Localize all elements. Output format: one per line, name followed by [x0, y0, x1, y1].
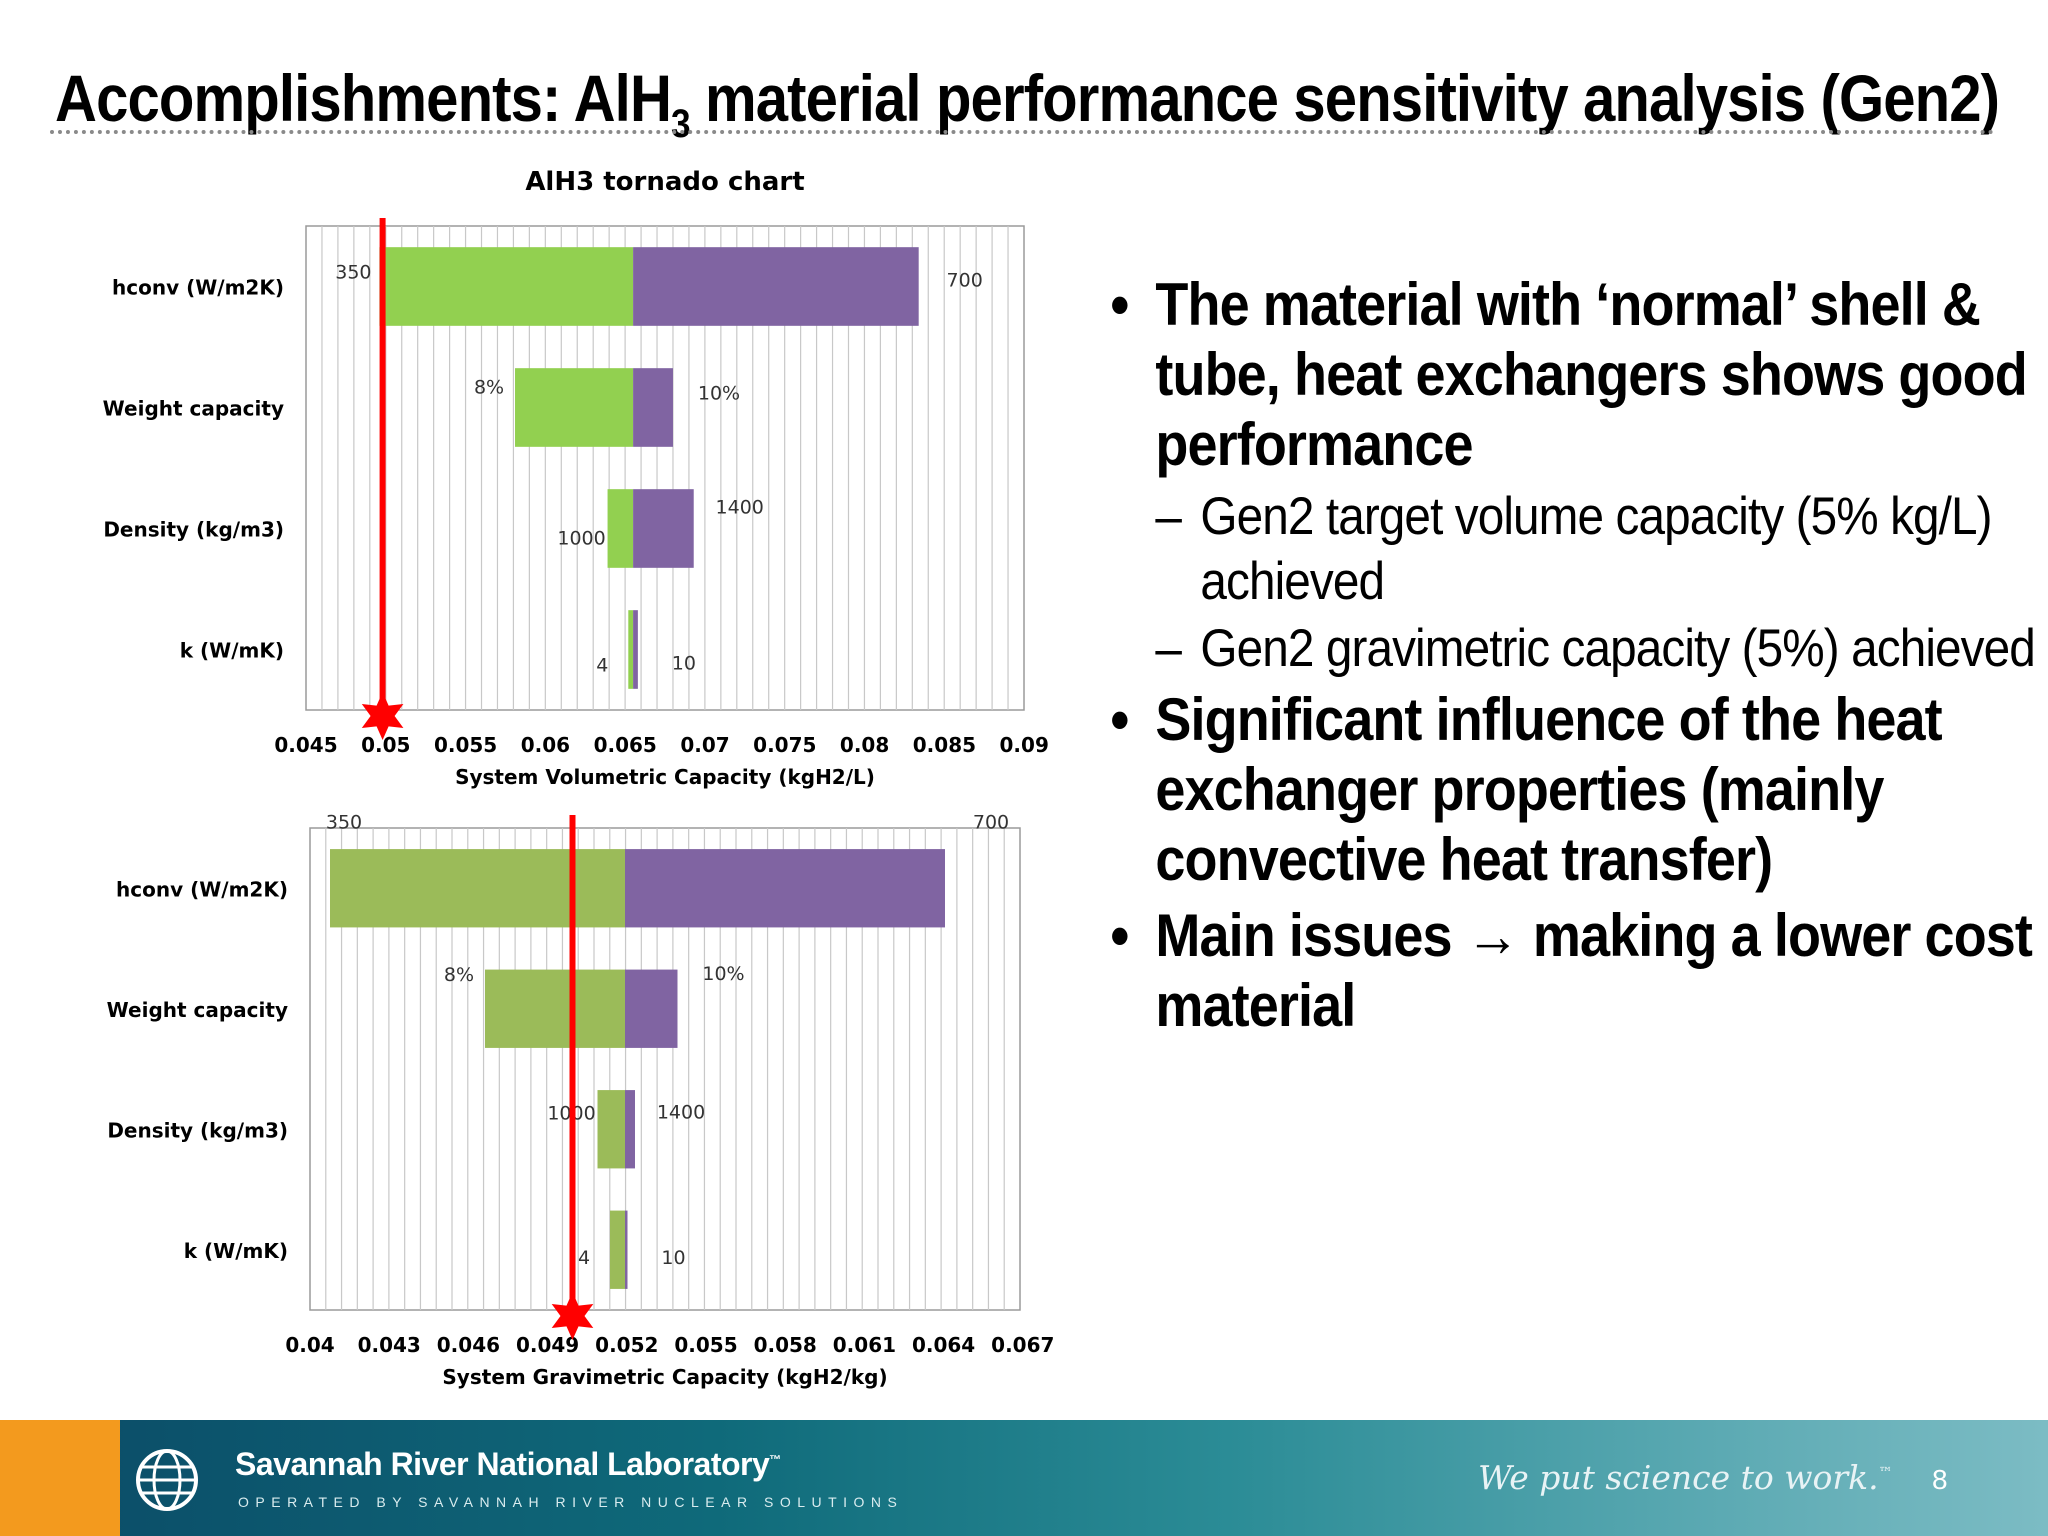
high-value-label: 700 — [973, 811, 1009, 833]
bar-low — [607, 489, 634, 568]
reference-star-marker — [361, 692, 404, 740]
bar-low — [610, 1210, 625, 1289]
bullet-item: • Significant influence of the heat excha… — [1105, 685, 2048, 895]
x-tick-label: 0.055 — [434, 733, 497, 757]
x-tick-label: 0.052 — [595, 1333, 658, 1357]
sub-bullet-dash: – — [1155, 619, 1182, 678]
low-value-label: 1000 — [557, 528, 605, 550]
slide-title: Accomplishments: AlH3 material performan… — [55, 52, 2000, 146]
x-tick-label: 0.085 — [913, 733, 976, 757]
bullet-dot: • — [1110, 686, 1129, 753]
bar-low — [330, 849, 625, 928]
category-label: Density (kg/m3) — [103, 518, 284, 542]
bullet-item: • Main issues → making a lower cost mater… — [1105, 901, 2048, 1041]
x-tick-label: 0.075 — [753, 733, 816, 757]
bar-high — [625, 1090, 635, 1169]
x-tick-label: 0.07 — [680, 733, 729, 757]
bar-high — [633, 610, 638, 689]
bar-high — [625, 849, 945, 928]
bullet-item: • The material with ‘normal’ shell & tube… — [1105, 270, 2048, 480]
bar-high — [625, 969, 678, 1048]
x-tick-label: 0.04 — [285, 1333, 334, 1357]
lab-operator: OPERATED BY SAVANNAH RIVER NUCLEAR SOLUT… — [238, 1494, 904, 1510]
title-text: Accomplishments: AlH — [55, 61, 672, 135]
bullet-dot: • — [1110, 902, 1129, 969]
high-value-label: 1400 — [657, 1101, 705, 1123]
x-tick-label: 0.09 — [1000, 733, 1049, 757]
x-tick-label: 0.045 — [274, 733, 337, 757]
x-tick-label: 0.043 — [358, 1333, 421, 1357]
x-tick-label: 0.061 — [833, 1333, 896, 1357]
x-tick-label: 0.067 — [991, 1333, 1054, 1357]
low-value-label: 8% — [474, 377, 504, 399]
category-label: hconv (W/m2K) — [116, 877, 288, 901]
footer-banner: Savannah River National Laboratory™ OPER… — [0, 1420, 2048, 1536]
lab-name: Savannah River National Laboratory™ — [235, 1446, 781, 1482]
high-value-label: 10 — [672, 653, 696, 675]
x-tick-label: 0.058 — [754, 1333, 817, 1357]
category-label: k (W/mK) — [184, 1239, 288, 1263]
volumetric-tornado-chart: AlH3 tornado chart hconv (W/m2K) 350 700 Wei… — [103, 167, 1049, 789]
sub-bullet-text: Gen2 target volume capacity (5% kg/L) ac… — [1200, 487, 1992, 611]
category-label: Weight capacity — [107, 998, 288, 1022]
sub-bullet-item: – Gen2 gravimetric capacity (5%) achieved — [1105, 616, 2048, 681]
page-number: 8 — [1932, 1464, 1948, 1495]
sub-bullet-item: – Gen2 target volume capacity (5% kg/L) a… — [1105, 484, 2048, 614]
high-value-label: 10% — [698, 383, 740, 405]
bullet-text: Main issues → making a lower cost materi… — [1155, 902, 2032, 1039]
gravimetric-tornado-chart: hconv (W/m2K) 350 700 Weight capacity 8% 10% D… — [107, 811, 1055, 1389]
globe-logo-icon — [136, 1449, 198, 1511]
chart-title: AlH3 tornado chart — [525, 167, 804, 197]
bar-high — [633, 368, 673, 447]
bar-low — [628, 610, 634, 689]
low-value-label: 350 — [335, 262, 371, 284]
category-label: Weight capacity — [103, 397, 284, 421]
bar-high — [633, 489, 694, 568]
bar-low — [515, 368, 634, 447]
sub-bullet-dash: – — [1155, 487, 1182, 546]
low-value-label: 4 — [578, 1247, 590, 1269]
high-value-label: 10 — [661, 1247, 685, 1269]
reference-star-marker — [551, 1292, 594, 1340]
tagline: We put science to work.™ — [1478, 1458, 1893, 1497]
bar-low — [597, 1090, 625, 1169]
bar-low — [379, 247, 634, 326]
low-value-label: 350 — [326, 811, 362, 833]
low-value-label: 4 — [596, 655, 608, 677]
bullet-dot: • — [1110, 271, 1129, 338]
high-value-label: 700 — [947, 270, 983, 292]
bar-low — [485, 969, 625, 1048]
bullet-text: Significant influence of the heat exchan… — [1155, 686, 1942, 893]
x-tick-label: 0.06 — [521, 733, 570, 757]
category-label: k (W/mK) — [180, 639, 284, 663]
x-tick-label: 0.046 — [437, 1333, 500, 1357]
low-value-label: 8% — [444, 964, 474, 986]
bar-high — [633, 247, 919, 326]
bar-high — [625, 1210, 628, 1289]
sub-bullet-text: Gen2 gravimetric capacity (5%) achieved — [1200, 619, 2035, 678]
category-label: hconv (W/m2K) — [112, 276, 284, 300]
bullet-list: • The material with ‘normal’ shell & tube… — [1105, 270, 2035, 1047]
category-label: Density (kg/m3) — [107, 1118, 288, 1142]
high-value-label: 1400 — [716, 497, 764, 519]
x-tick-label: 0.049 — [516, 1333, 579, 1357]
x-axis-label: System Gravimetric Capacity (kgH2/kg) — [442, 1365, 887, 1389]
bullet-text: The material with ‘normal’ shell & tube,… — [1155, 271, 2027, 478]
title-text-rest: material performance sensitivity analysi… — [689, 61, 2000, 135]
x-tick-label: 0.05 — [361, 733, 410, 757]
x-tick-label: 0.064 — [912, 1333, 975, 1357]
high-value-label: 10% — [702, 963, 744, 985]
title-divider — [50, 130, 1995, 134]
x-tick-label: 0.055 — [674, 1333, 737, 1357]
x-tick-label: 0.065 — [594, 733, 657, 757]
x-tick-label: 0.08 — [840, 733, 889, 757]
title-subscript: 3 — [671, 102, 691, 146]
footer-accent — [0, 1420, 120, 1536]
x-axis-label: System Volumetric Capacity (kgH2/L) — [455, 765, 875, 789]
